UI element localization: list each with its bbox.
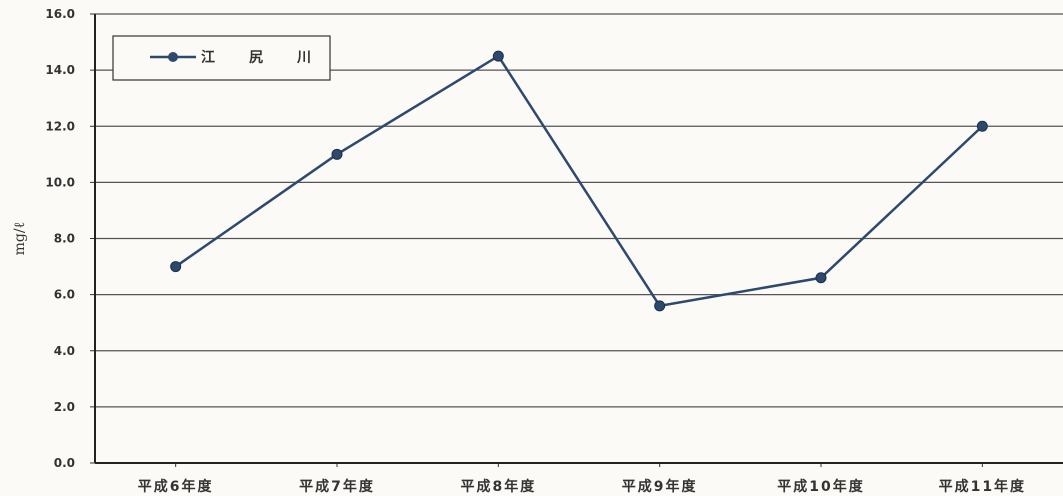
data-point bbox=[654, 300, 666, 312]
y-tick-label: 10.0 bbox=[45, 175, 75, 189]
y-tick-label: 4.0 bbox=[54, 344, 75, 358]
data-point bbox=[331, 148, 343, 160]
data-point bbox=[976, 120, 988, 132]
series-layer bbox=[170, 50, 988, 312]
y-tick-label: 16.0 bbox=[45, 7, 75, 21]
y-axis-label: mg/ℓ bbox=[12, 221, 28, 255]
y-tick-labels: 0.0 2.0 4.0 6.0 8.0 10.0 12.0 14.0 16.0 bbox=[45, 7, 75, 470]
grid-lines bbox=[90, 13, 1063, 464]
legend: 江 尻 川 bbox=[112, 35, 331, 81]
x-tick-label: 平成9年度 bbox=[622, 478, 698, 495]
y-tick-label: 8.0 bbox=[54, 232, 75, 246]
x-tick-label: 平成6年度 bbox=[138, 478, 214, 495]
legend-box bbox=[112, 35, 331, 81]
y-tick-label: 6.0 bbox=[54, 288, 75, 302]
x-tick-label: 平成8年度 bbox=[460, 478, 536, 495]
y-tick-label: 2.0 bbox=[54, 400, 75, 414]
x-tick-label: 平成7年度 bbox=[299, 478, 375, 495]
x-tick-labels: 平成6年度 平成7年度 平成8年度 平成9年度 平成10年度 平成11年度 bbox=[138, 463, 1026, 495]
data-point bbox=[815, 272, 827, 284]
y-tick-label: 14.0 bbox=[45, 63, 75, 77]
y-tick-label: 0.0 bbox=[54, 456, 75, 470]
data-point bbox=[492, 50, 504, 62]
legend-entry-label: 江 尻 川 bbox=[201, 49, 321, 66]
x-tick-label: 平成10年度 bbox=[777, 478, 864, 495]
legend-marker-swatch bbox=[168, 52, 178, 62]
y-tick-label: 12.0 bbox=[45, 119, 75, 133]
data-point bbox=[170, 261, 182, 273]
series-line bbox=[174, 54, 984, 308]
x-tick-label: 平成11年度 bbox=[939, 478, 1026, 495]
